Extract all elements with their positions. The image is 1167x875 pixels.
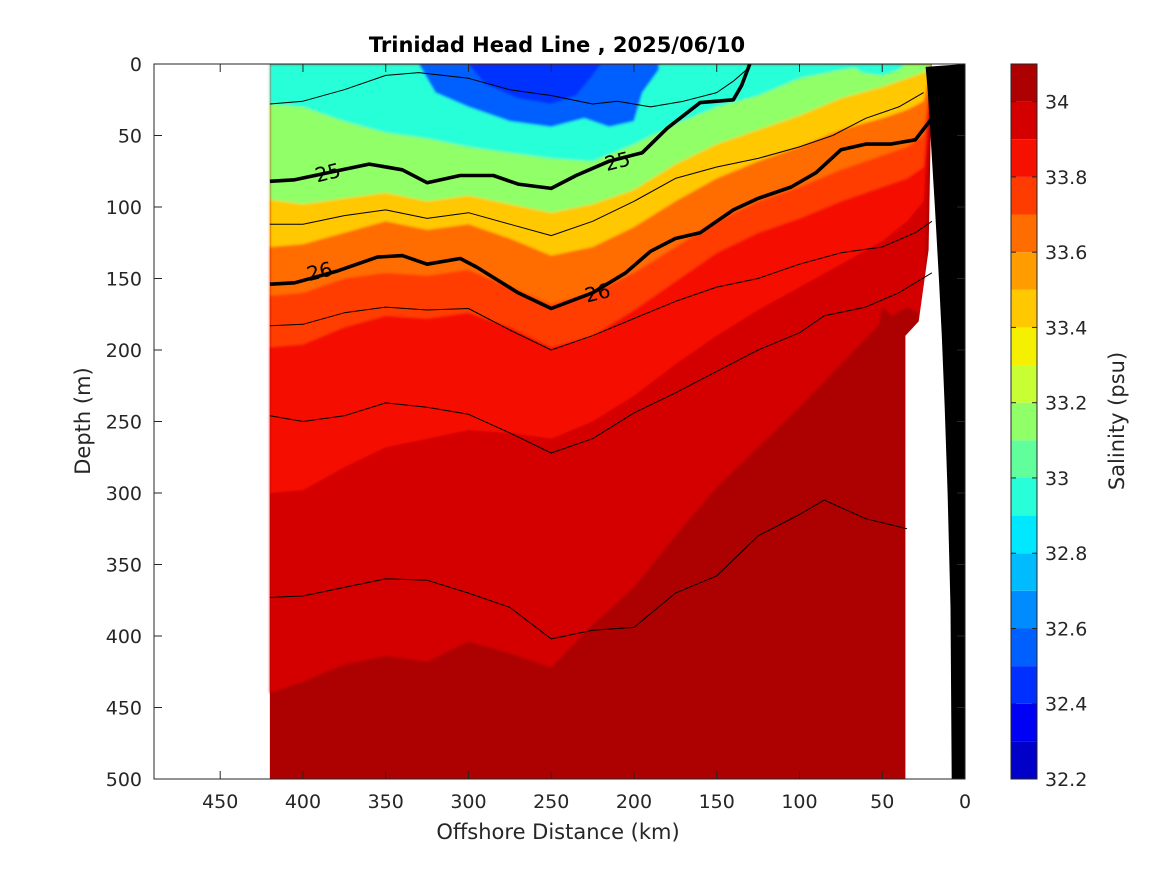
colorbar-swatch — [1011, 440, 1037, 478]
isopycnal-line — [269, 92, 924, 237]
colorbar-tick-label: 33.8 — [1045, 167, 1087, 189]
x-axis-label: Offshore Distance (km) — [436, 820, 679, 844]
bathymetry — [905, 64, 965, 779]
x-tick-label: 300 — [450, 791, 486, 813]
colorbar-tick-label: 32.8 — [1045, 543, 1087, 565]
isopycnal-line — [269, 499, 908, 640]
isopycnal-line — [269, 64, 752, 191]
y-tick-label: 400 — [106, 626, 142, 648]
salinity-band — [468, 64, 601, 104]
x-axis: 450 400 350 300 250 200 150 100 50 0 — [202, 64, 971, 813]
y-tick-label: 100 — [106, 197, 142, 219]
y-tick-label: 50 — [118, 126, 142, 148]
colorbar: 32.2 32.4 32.6 32.8 33 33.2 33.4 33.6 33.8 34 — [1010, 63, 1087, 791]
colorbar-tick-label: 32.2 — [1045, 769, 1087, 791]
colorbar-swatch — [1011, 139, 1037, 177]
salinity-band — [849, 64, 906, 76]
colorbar-tick-label: 33.4 — [1045, 317, 1087, 339]
x-tick-label: 100 — [781, 791, 817, 813]
colorbar-label: Salinity (psu) — [1105, 352, 1129, 490]
colorbar-swatch — [1011, 289, 1037, 328]
y-tick-label: 200 — [106, 340, 142, 362]
colorbar-swatch — [1011, 553, 1037, 591]
colorbar-swatch — [1011, 703, 1037, 742]
isopycnal-line — [269, 117, 934, 311]
y-axis-label: Depth (m) — [71, 367, 95, 474]
x-tick-label: 0 — [959, 791, 971, 813]
colorbar-tick-label: 33.2 — [1045, 393, 1087, 415]
colorbar-swatch — [1011, 101, 1037, 140]
x-tick-label: 250 — [533, 791, 569, 813]
colorbar-tick-label: 32.4 — [1045, 694, 1087, 716]
x-tick-label: 400 — [285, 791, 321, 813]
colorbar-tick-label: 33.6 — [1045, 242, 1087, 264]
colorbar-swatch — [1011, 515, 1037, 554]
contour-label: 26 — [304, 257, 335, 286]
y-tick-label: 450 — [106, 698, 142, 720]
isopycnal-line — [269, 66, 751, 108]
colorbar-tick-label: 32.6 — [1045, 618, 1087, 640]
colorbar-swatch — [1011, 252, 1037, 290]
colorbar-frame — [1010, 63, 1038, 780]
contour-label: 25 — [602, 147, 633, 176]
colorbar-swatch — [1011, 741, 1037, 779]
y-tick-label: 350 — [106, 555, 142, 577]
y-tick-label: 300 — [106, 483, 142, 505]
colorbar-swatch — [1011, 402, 1037, 441]
x-tick-label: 50 — [870, 791, 894, 813]
plot-area: 25 25 26 26 — [153, 63, 966, 780]
y-axis: 0 50 100 150 200 250 300 350 400 450 500 — [106, 54, 965, 791]
chart-title: Trinidad Head Line , 2025/06/10 — [369, 33, 745, 57]
salinity-band — [534, 664, 800, 779]
x-tick-label: 350 — [368, 791, 404, 813]
colorbar-tick-label: 33 — [1045, 468, 1069, 490]
x-tick-label: 150 — [699, 791, 735, 813]
colorbar-swatch — [1011, 327, 1037, 366]
salinity-field — [269, 64, 932, 779]
y-tick-label: 250 — [106, 412, 142, 434]
y-tick-label: 150 — [106, 269, 142, 291]
contour-label: 25 — [313, 158, 344, 187]
colorbar-swatch — [1011, 64, 1037, 102]
isopycnal-line — [269, 272, 933, 454]
x-tick-label: 450 — [202, 791, 238, 813]
contour-label: 26 — [582, 278, 613, 307]
colorbar-swatch — [1011, 590, 1037, 629]
isopycnal-line — [269, 220, 933, 351]
x-tick-label: 200 — [616, 791, 652, 813]
salinity-band — [849, 307, 912, 779]
isopycnal-contours: 25 25 26 26 — [269, 64, 934, 640]
y-tick-label: 0 — [130, 54, 142, 76]
colorbar-swatch — [1011, 365, 1037, 403]
y-tick-label: 500 — [106, 769, 142, 791]
seafloor — [925, 64, 965, 779]
colorbar-swatch — [1011, 477, 1037, 516]
colorbar-swatch — [1011, 176, 1037, 215]
colorbar-swatch — [1011, 666, 1037, 704]
colorbar-tick-label: 34 — [1045, 92, 1069, 114]
colorbar-swatch — [1011, 214, 1037, 253]
colorbar-swatch — [1011, 628, 1037, 667]
